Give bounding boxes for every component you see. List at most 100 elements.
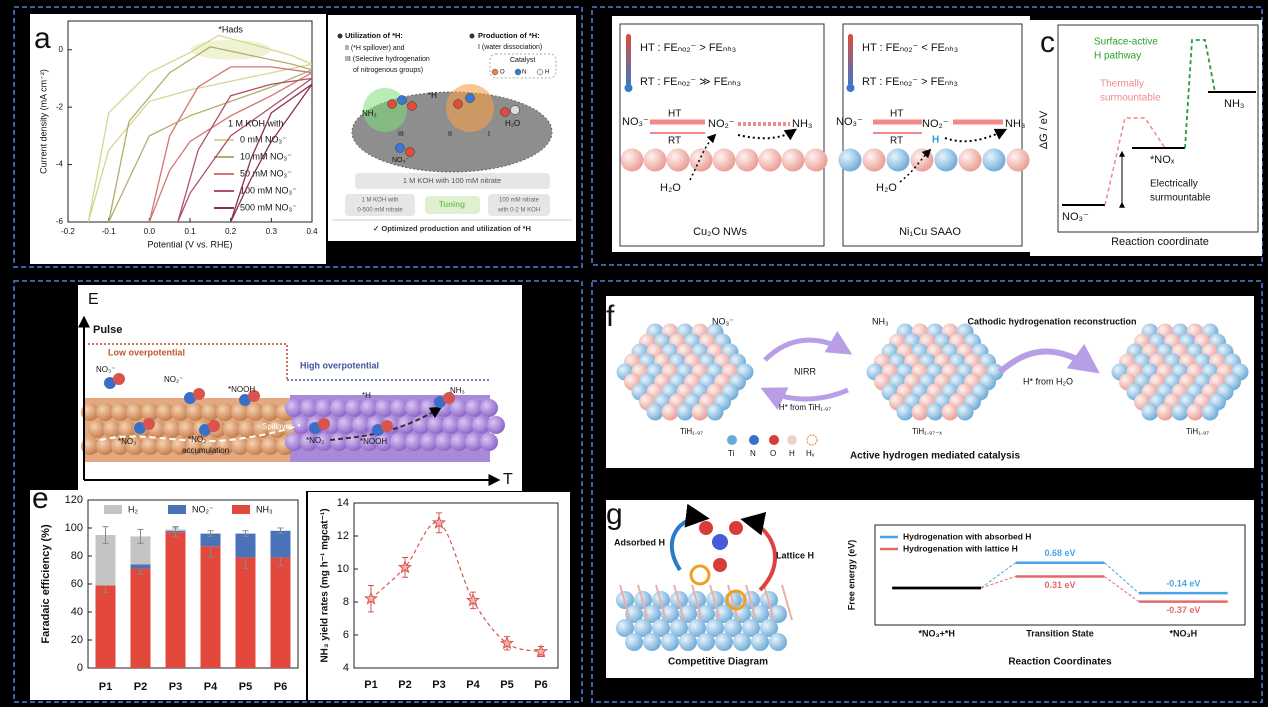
panel-text: Adsorbed H (614, 537, 665, 547)
schematic-shape (480, 433, 498, 451)
bar-segment (200, 533, 221, 547)
schematic-shape (488, 194, 550, 216)
schematic-shape (465, 93, 475, 103)
schematic-shape (450, 433, 468, 451)
y-tick-label: 40 (71, 606, 83, 618)
schematic-shape (163, 420, 181, 438)
schematic-shape (300, 399, 318, 417)
schematic-shape (407, 101, 417, 111)
schematic-shape (390, 399, 408, 417)
schematic-shape (469, 33, 475, 39)
schematic-shape (1141, 403, 1159, 421)
schematic-shape (646, 403, 664, 421)
bar-segment (270, 557, 291, 668)
panel-text: H pathway (1094, 51, 1141, 62)
schematic-shape (337, 33, 343, 39)
schematic-shape (345, 194, 415, 216)
panel-text: of nitrogenous groups) (353, 67, 423, 74)
x-tick-label: 0.0 (144, 227, 156, 236)
schematic-shape (315, 399, 333, 417)
panel-text: H (545, 70, 549, 76)
schematic-shape (1156, 403, 1174, 421)
schematic-shape (239, 394, 251, 406)
panel-text: Production of *H: (478, 31, 540, 40)
charts: -0.2 -0.1 0.0 0.1 0.2 0.3 0.4 -6 -4 -2 0 0 mM NO₃⁻ 1… (38, 20, 1246, 693)
schematic-shape (186, 403, 204, 421)
schematic-shape (465, 399, 483, 417)
legend-swatch (104, 505, 122, 514)
schematic-shape (253, 420, 271, 438)
legend-swatch (168, 505, 186, 514)
x-tick-label: Transition State (1026, 628, 1094, 638)
bar-segment (95, 585, 116, 668)
schematic-shape (81, 403, 99, 421)
schematic-shape (113, 373, 125, 385)
schematic-shape (143, 418, 155, 430)
schematics (78, 23, 1259, 651)
bar-segment (235, 533, 256, 558)
schematic-shape (238, 420, 256, 438)
y-tick-label: 20 (71, 634, 83, 646)
schematic-shape (425, 196, 480, 214)
schematic-shape (514, 68, 522, 76)
schematic-shape (742, 619, 760, 637)
schematic-shape (246, 403, 264, 421)
schematic-shape (804, 148, 828, 172)
x-tick-label: P2 (398, 679, 411, 691)
schematic-shape (536, 68, 544, 76)
panel-text: NO₃⁻ (1062, 211, 1089, 223)
schematic-shape (223, 420, 241, 438)
schematic-shape (156, 437, 174, 455)
panel-text: *H (362, 391, 371, 400)
schematic-shape (896, 403, 914, 421)
panel-text: NO₃⁻ (392, 157, 409, 164)
schematic-shape (956, 403, 974, 421)
panel-text: Hᵥ (806, 449, 815, 458)
y-tick-label: 120 (65, 494, 83, 506)
x-tick-label: 0.4 (306, 227, 318, 236)
schematic-shape (725, 589, 747, 611)
panel-text: H₂O (505, 119, 520, 128)
panel-text: NO₃⁻ (836, 116, 863, 128)
schematic-shape (846, 84, 855, 92)
x-axis-label: Reaction Coordinates (1008, 657, 1112, 668)
schematic-shape (405, 147, 415, 157)
schematic-shape (758, 148, 782, 172)
panel-text: II (448, 131, 452, 138)
panel-text: RT : FEₙₒ₂⁻ ≫ FEₙₕ₃ (640, 76, 741, 88)
panel-text: 0-500 mM nitrate (357, 208, 403, 214)
panel-text: HT (668, 109, 681, 120)
schematic-shape (96, 403, 114, 421)
panel-text: NH₃ (1224, 98, 1244, 110)
schematic-shape (397, 95, 407, 105)
panel-text: NIRR (794, 366, 816, 376)
schematic-shape (745, 584, 757, 621)
schematic-shape (676, 403, 694, 421)
x-tick-label: -0.1 (102, 227, 116, 236)
legend-label: NH₃ (256, 504, 273, 514)
schematic-shape (1171, 403, 1189, 421)
schematic-shape (315, 433, 333, 451)
panel-text: O (770, 449, 776, 458)
plot-frame (874, 524, 1246, 626)
panel-text: H₂O (876, 182, 897, 194)
schematic-shape (760, 619, 778, 637)
x-tick-label: P4 (466, 679, 480, 691)
schematic-shape (487, 416, 505, 434)
schematic-shape (740, 512, 778, 592)
schematic-shape (99, 424, 301, 443)
panel-text: Surface-active (1094, 37, 1158, 48)
panel-text: ΔG / eV (1038, 110, 1050, 149)
y-tick-label: 80 (71, 550, 83, 562)
error-bar (172, 526, 179, 533)
panel-text: High overpotential (300, 360, 379, 370)
schematic-shape (781, 584, 793, 621)
legend-label: 500 mM NO₃⁻ (240, 202, 297, 212)
panel-text: HT (890, 109, 903, 120)
schematic-shape (737, 128, 797, 141)
panel-text: NO₃⁻ (622, 116, 649, 128)
schematic-shape (88, 420, 106, 438)
panel-text: TiH₁.₉₇ (1186, 427, 1209, 436)
schematic-shape (405, 433, 423, 451)
schematic-shape (691, 403, 709, 421)
